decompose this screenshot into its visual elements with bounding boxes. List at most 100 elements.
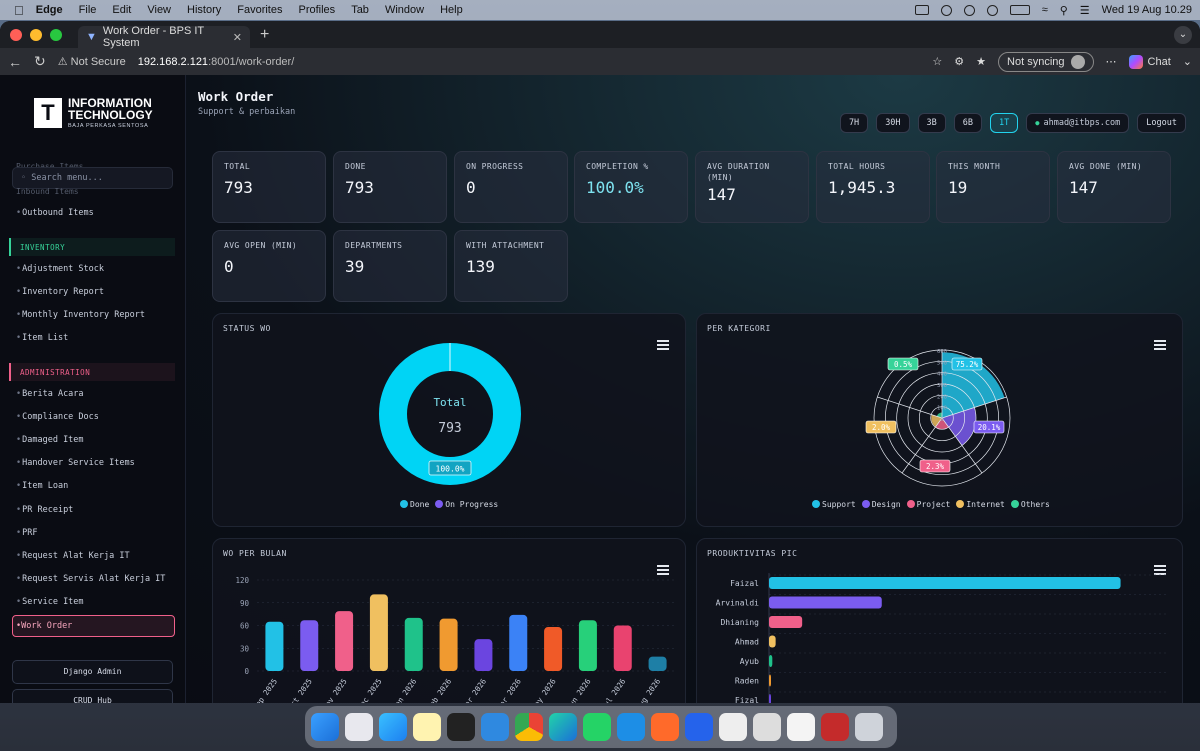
chart-menu-icon[interactable] <box>1154 565 1166 577</box>
bar-apr-2026[interactable] <box>509 614 528 671</box>
bar-jul-2026[interactable] <box>613 625 632 672</box>
range-6b-button[interactable]: 6B <box>953 113 983 133</box>
control-icon[interactable] <box>940 4 952 16</box>
bar-mar-2026[interactable] <box>474 639 493 671</box>
trash-icon[interactable] <box>855 713 883 741</box>
wifi-icon[interactable]: ≈ <box>1041 4 1048 16</box>
django-admin-button[interactable]: Django Admin <box>12 660 173 684</box>
logout-button[interactable]: Logout <box>1137 113 1186 133</box>
terminal-icon[interactable] <box>447 713 475 741</box>
whatsapp-icon[interactable] <box>583 713 611 741</box>
security-warning[interactable]: ⚠ Not Secure <box>58 55 126 68</box>
sidebar-item-item-loan[interactable]: Item Loan <box>16 481 68 491</box>
menu-window[interactable]: Window <box>375 4 424 16</box>
bar-jan-2026[interactable] <box>404 617 423 671</box>
hbar-ahmad[interactable] <box>769 635 776 648</box>
docker-icon[interactable] <box>617 713 645 741</box>
hbar-fizal[interactable] <box>769 694 771 703</box>
menu-history[interactable]: History <box>177 4 221 16</box>
legend-item-support[interactable]: Support <box>812 500 856 509</box>
safari-icon[interactable] <box>379 713 407 741</box>
copilot-chat-button[interactable]: Chat <box>1128 54 1171 69</box>
close-tab-icon[interactable]: ✕ <box>232 31 242 44</box>
swift-icon[interactable] <box>651 713 679 741</box>
donut-slice-done[interactable] <box>379 343 521 485</box>
chrome-icon[interactable] <box>515 713 543 741</box>
menu-view[interactable]: View <box>137 4 171 16</box>
legend-item-on-progress[interactable]: On Progress <box>435 500 498 509</box>
sidebar-section-administration[interactable]: ADMINISTRATION <box>9 363 175 381</box>
sidebar-item-purchase-items[interactable]: Purchase Items <box>16 162 83 171</box>
hbar-arvinaldi[interactable] <box>769 596 882 609</box>
bar-may-2026[interactable] <box>544 627 563 671</box>
app-store-icon[interactable] <box>685 713 713 741</box>
bar-oct-2025[interactable] <box>300 620 319 671</box>
legend-item-done[interactable]: Done <box>400 500 429 509</box>
hbar-ayub[interactable] <box>769 655 773 667</box>
bar-jun-2026[interactable] <box>578 620 597 671</box>
preview-icon[interactable] <box>719 713 747 741</box>
range-3b-button[interactable]: 3B <box>917 113 946 133</box>
menu-edit[interactable]: Edit <box>102 4 131 16</box>
new-tab-button[interactable]: + <box>260 25 270 43</box>
clock[interactable]: Wed 19 Aug 10.29 <box>1101 4 1192 16</box>
legend-item-project[interactable]: Project <box>906 500 950 509</box>
sidebar-item-pr-receipt[interactable]: PR Receipt <box>16 505 73 515</box>
polar-sector-internet[interactable] <box>931 414 942 427</box>
bar-dec-2025[interactable] <box>369 594 388 671</box>
battery-icon[interactable] <box>1009 5 1030 15</box>
finder-icon[interactable] <box>311 713 339 741</box>
menu-profiles[interactable]: Profiles <box>288 4 336 16</box>
sidebar-item-damaged-item[interactable]: Damaged Item <box>16 435 83 445</box>
polar-sector-project[interactable] <box>935 418 949 430</box>
url-field[interactable]: 192.168.2.121:8001/work-order/ <box>138 56 295 68</box>
user-email-badge[interactable]: ahmad@itbps.com <box>1026 113 1130 133</box>
browser-tab-active[interactable]: ▼ Work Order - BPS IT System ✕ <box>78 25 250 49</box>
bar-feb-2026[interactable] <box>439 618 458 671</box>
sidebar-item-request-servis-alat-kerja-it[interactable]: Request Servis Alat Kerja IT <box>16 574 165 584</box>
control-center-icon[interactable]: ☰ <box>1079 4 1090 17</box>
reload-icon[interactable]: ↻ <box>34 53 46 69</box>
range-1t-button[interactable]: 1T <box>990 113 1019 133</box>
favorite-star-icon[interactable]: ☆ <box>932 56 943 68</box>
legend-item-design[interactable]: Design <box>861 500 901 509</box>
search-menu-input[interactable]: ◦ Search menu... <box>12 167 173 189</box>
sidebar-item-berita-acara[interactable]: Berita Acara <box>16 389 83 399</box>
minimize-window-button[interactable] <box>30 28 42 41</box>
sidebar-item-prf[interactable]: PRF <box>16 528 37 538</box>
apple-icon[interactable]:  <box>14 3 24 18</box>
sidebar-item-adjustment-stock[interactable]: Adjustment Stock <box>16 264 104 274</box>
range-7h-button[interactable]: 7H <box>839 113 869 133</box>
menu-tab[interactable]: Tab <box>341 4 369 16</box>
sidebar-item-service-item[interactable]: Service Item <box>16 597 83 607</box>
postgres-icon[interactable] <box>787 713 815 741</box>
search-icon[interactable]: ⚲ <box>1059 4 1068 17</box>
favorites-icon[interactable]: ★ <box>976 56 987 68</box>
menu-app-name[interactable]: Edge <box>26 4 63 16</box>
redis-icon[interactable] <box>821 713 849 741</box>
legend-item-others[interactable]: Others <box>1010 500 1050 509</box>
bar-sep-2025[interactable] <box>265 621 284 671</box>
notes-icon[interactable] <box>413 713 441 741</box>
chart-menu-icon[interactable] <box>657 340 669 352</box>
launchpad-icon[interactable] <box>345 713 373 741</box>
hbar-faizal[interactable] <box>769 577 1121 589</box>
hbar-dhianing[interactable] <box>769 616 803 628</box>
screen-icon[interactable] <box>914 5 929 15</box>
h-app-icon[interactable] <box>753 713 781 741</box>
menu-favorites[interactable]: Favorites <box>227 4 282 16</box>
polar-sector-design[interactable] <box>942 407 976 446</box>
extensions-icon[interactable]: ⚙ <box>954 56 965 68</box>
bar-nov-2025[interactable] <box>335 611 354 671</box>
range-30h-button[interactable]: 30H <box>876 113 910 133</box>
sidebar-item-outbound-items[interactable]: Outbound Items <box>16 208 94 218</box>
menu-file[interactable]: File <box>68 4 97 16</box>
sidebar-item-request-alat-kerja-it[interactable]: Request Alat Kerja IT <box>16 551 129 561</box>
bar-aug-2026[interactable] <box>648 656 667 671</box>
sidebar-item-handover-service-items[interactable]: Handover Service Items <box>16 458 135 468</box>
sidebar-section-inventory[interactable]: INVENTORY <box>9 238 175 256</box>
sidebar-item-item-list[interactable]: Item List <box>16 333 68 343</box>
sidebar-item-compliance-docs[interactable]: Compliance Docs <box>16 412 99 422</box>
back-icon[interactable]: ← <box>8 53 22 70</box>
more-menu-icon[interactable]: ⋯ <box>1105 56 1117 68</box>
